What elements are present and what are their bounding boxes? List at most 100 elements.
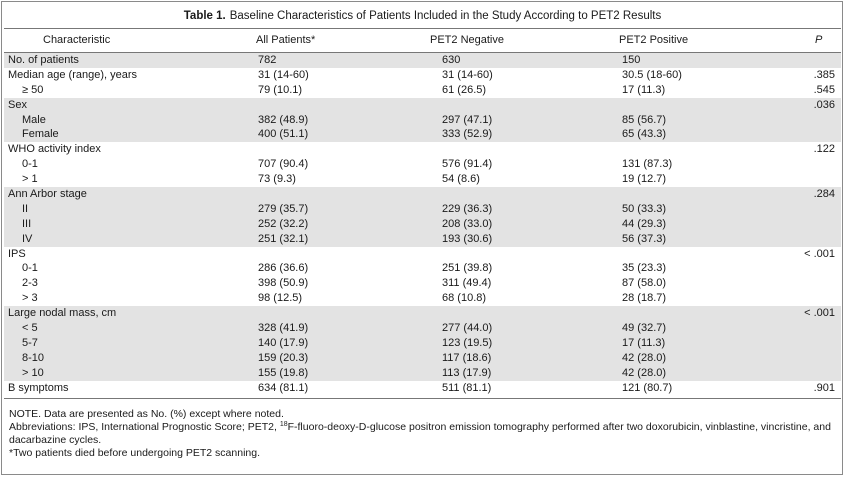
cell-all-patients: 252 (32.2) <box>258 217 309 230</box>
cell-pet2-negative: 297 (47.1) <box>442 113 493 126</box>
cell-pet2-negative: 193 (30.6) <box>442 232 493 245</box>
cell-p-value: .284 <box>813 188 835 201</box>
cell-all-patients: 140 (17.9) <box>258 336 309 349</box>
table-header: Characteristic All Patients* PET2 Negati… <box>0 30 845 52</box>
cell-pet2-negative: 113 (17.9) <box>442 366 492 379</box>
cell-pet2-negative: 333 (52.9) <box>442 128 493 141</box>
cell-pet2-positive: 131 (87.3) <box>622 158 673 171</box>
cell-all-patients: 251 (32.1) <box>258 232 309 245</box>
row-label: 5-7 <box>22 336 38 349</box>
cell-pet2-negative: 123 (19.5) <box>442 336 493 349</box>
row-label: III <box>22 217 32 230</box>
note-abbreviations: Abbreviations: IPS, International Progno… <box>9 421 839 447</box>
cell-p-value: < .001 <box>804 247 835 260</box>
cell-pet2-positive: 44 (29.3) <box>622 217 667 230</box>
table-row: Ann Arbor stage .284 <box>4 187 841 202</box>
table-label: Table 1. <box>183 10 226 22</box>
table-row: IV 251 (32.1) 193 (30.6) 56 (37.3) <box>4 231 841 247</box>
table-row: 0-1 707 (90.4) 576 (91.4) 131 (87.3) <box>4 157 841 172</box>
abbrev-superscript: 18 <box>279 421 288 428</box>
table-title: Baseline Characteristics of Patients Inc… <box>229 10 662 22</box>
row-label: B symptoms <box>8 381 69 394</box>
cell-all-patients: 155 (19.8) <box>258 366 309 379</box>
table-row: II 279 (35.7) 229 (36.3) 50 (33.3) <box>4 201 841 217</box>
table-row: B symptoms 634 (81.1) 511 (81.1) 121 (80.7)… <box>4 381 841 396</box>
cell-pet2-negative: 117 (18.6) <box>442 351 492 364</box>
cell-all-patients: 98 (12.5) <box>258 292 303 305</box>
cell-p-value: < .001 <box>804 307 835 320</box>
header-p: P <box>815 34 823 46</box>
row-label: 8-10 <box>22 351 45 364</box>
row-label: Female <box>22 128 59 141</box>
row-label: 0-1 <box>22 262 38 275</box>
row-label: Large nodal mass, cm <box>8 307 117 320</box>
cell-pet2-positive: 17 (11.3) <box>622 83 666 96</box>
table-row: Large nodal mass, cm < .001 <box>4 306 841 322</box>
cell-all-patients: 782 <box>258 54 277 66</box>
cell-pet2-positive: 28 (18.7) <box>622 292 667 305</box>
row-label: Median age (range), years <box>8 68 138 81</box>
cell-pet2-positive: 150 <box>622 54 641 66</box>
table-row: > 3 98 (12.5) 68 (10.8) 28 (18.7) <box>4 291 841 306</box>
cell-all-patients: 400 (51.1) <box>258 128 309 141</box>
cell-pet2-negative: 630 <box>442 54 461 66</box>
cell-all-patients: 279 (35.7) <box>258 202 309 215</box>
row-label: Male <box>22 113 46 126</box>
table-row: > 1 73 (9.3) 54 (8.6) 19 (12.7) <box>4 172 841 187</box>
row-label: IPS <box>8 247 26 260</box>
row-label: > 10 <box>22 366 44 379</box>
row-label: Ann Arbor stage <box>8 188 87 201</box>
row-label: 0-1 <box>22 158 38 171</box>
cell-pet2-negative: 576 (91.4) <box>442 158 493 171</box>
cell-pet2-negative: 54 (8.6) <box>442 173 480 186</box>
table-body: No. of patients 782 630 150 Median age (rang… <box>4 53 841 395</box>
cell-pet2-negative: 208 (33.0) <box>442 217 493 230</box>
table-row: WHO activity index .122 <box>4 142 841 157</box>
bottom-rule <box>4 398 841 399</box>
cell-pet2-positive: 56 (37.3) <box>622 232 667 245</box>
row-label: IV <box>22 232 33 245</box>
cell-all-patients: 382 (48.9) <box>258 113 309 126</box>
cell-pet2-negative: 61 (26.5) <box>442 83 487 96</box>
cell-all-patients: 73 (9.3) <box>258 173 296 186</box>
cell-pet2-positive: 121 (80.7) <box>622 381 673 394</box>
cell-pet2-positive: 30.5 (18-60) <box>622 68 682 81</box>
top-rule <box>4 28 841 29</box>
cell-p-value: .545 <box>813 83 835 96</box>
header-rule <box>4 52 841 53</box>
table-row: III 252 (32.2) 208 (33.0) 44 (29.3) <box>4 216 841 232</box>
cell-pet2-negative: 511 (81.1) <box>442 381 492 394</box>
table-row: Female 400 (51.1) 333 (52.9) 65 (43.3) <box>4 127 841 143</box>
header-characteristic: Characteristic <box>43 34 111 46</box>
cell-pet2-negative: 277 (44.0) <box>442 322 493 335</box>
cell-pet2-positive: 87 (58.0) <box>622 277 667 290</box>
cell-all-patients: 328 (41.9) <box>258 322 309 335</box>
abbrev-text-2: F-fluoro-deoxy-D-glucose positron emissi… <box>9 421 831 446</box>
cell-pet2-negative: 229 (36.3) <box>442 202 493 215</box>
table-row: IPS < .001 <box>4 247 841 262</box>
cell-p-value: .036 <box>813 98 835 111</box>
table-row: 8-10 159 (20.3) 117 (18.6) 42 (28.0) <box>4 350 841 366</box>
note-data: NOTE. Data are presented as No. (%) exce… <box>9 408 284 420</box>
header-pet2-negative: PET2 Negative <box>430 34 504 46</box>
table-row: Male 382 (48.9) 297 (47.1) 85 (56.7) <box>4 112 841 128</box>
table-row: Median age (range), years 31 (14-60) 31 (1… <box>4 68 841 83</box>
row-label: > 3 <box>22 292 38 305</box>
abbrev-text-1: Abbreviations: IPS, International Progno… <box>9 421 280 433</box>
cell-pet2-positive: 65 (43.3) <box>622 128 667 141</box>
cell-all-patients: 31 (14-60) <box>258 68 309 81</box>
cell-pet2-positive: 42 (28.0) <box>622 366 667 379</box>
table-row: ≥ 50 79 (10.1) 61 (26.5) 17 (11.3) .545 <box>4 83 841 98</box>
row-label: ≥ 50 <box>22 83 44 96</box>
table-row: 5-7 140 (17.9) 123 (19.5) 17 (11.3) <box>4 335 841 351</box>
note-footnote: *Two patients died before undergoing PET… <box>9 447 261 459</box>
table-row: 0-1 286 (36.6) 251 (39.8) 35 (23.3) <box>4 261 841 276</box>
cell-all-patients: 398 (50.9) <box>258 277 309 290</box>
row-label: 2-3 <box>22 277 38 290</box>
cell-all-patients: 707 (90.4) <box>258 158 309 171</box>
cell-pet2-positive: 42 (28.0) <box>622 351 667 364</box>
cell-pet2-positive: 35 (23.3) <box>622 262 667 275</box>
row-label: > 1 <box>22 173 38 186</box>
cell-pet2-negative: 68 (10.8) <box>442 292 487 305</box>
